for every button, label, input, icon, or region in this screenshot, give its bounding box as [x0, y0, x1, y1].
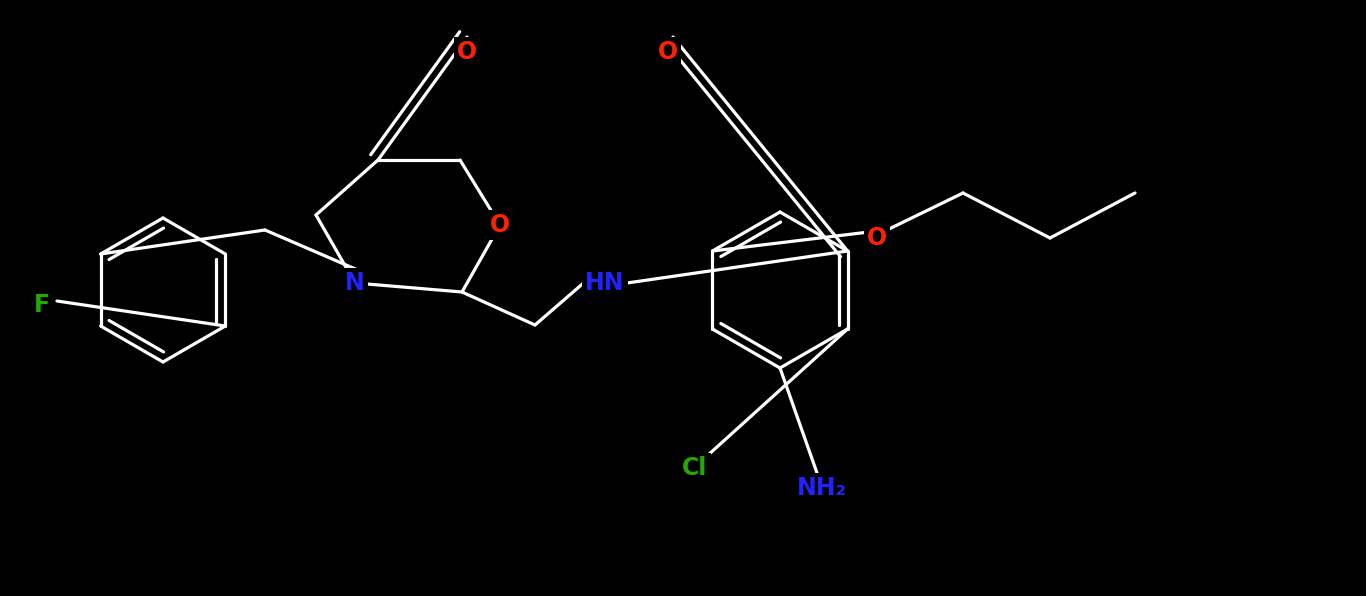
- Text: Cl: Cl: [682, 456, 708, 480]
- Text: O: O: [458, 40, 477, 64]
- Text: N: N: [346, 271, 365, 295]
- Text: NH₂: NH₂: [798, 476, 847, 500]
- Text: HN: HN: [585, 271, 624, 295]
- Text: O: O: [867, 226, 887, 250]
- Text: F: F: [34, 293, 51, 317]
- Text: O: O: [490, 213, 510, 237]
- Text: O: O: [658, 40, 678, 64]
